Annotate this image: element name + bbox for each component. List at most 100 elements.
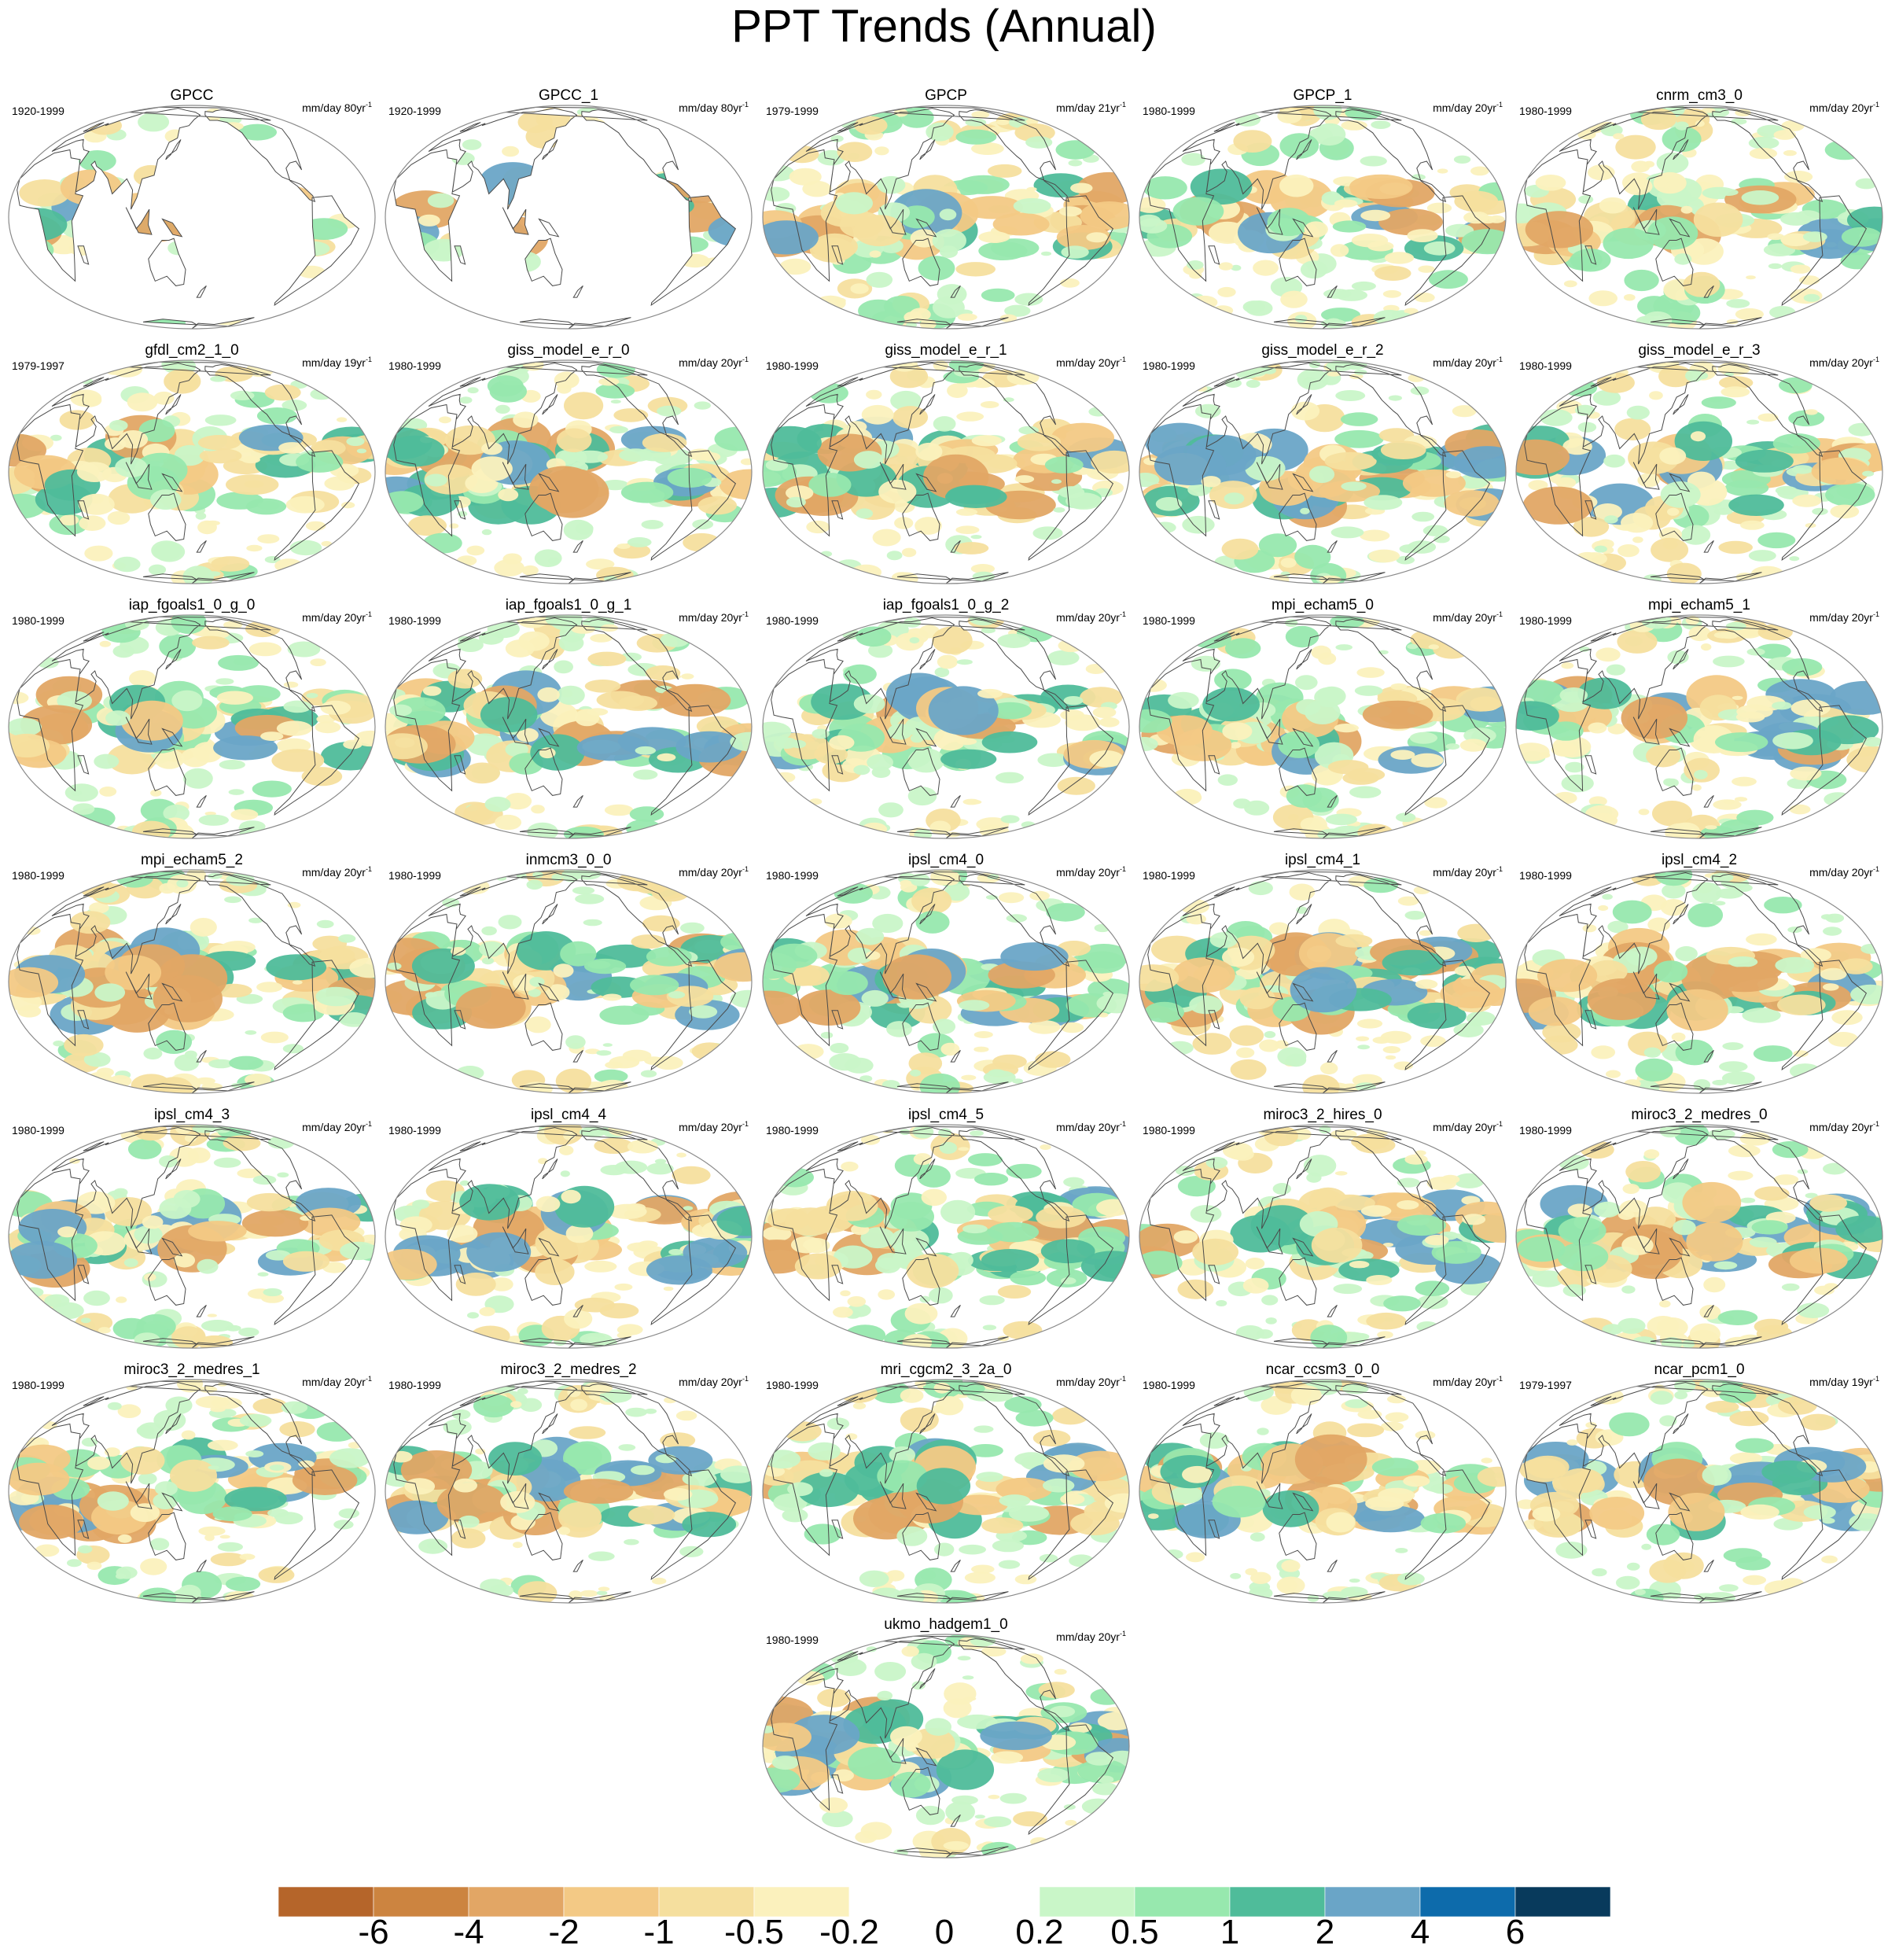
panel-period: 1980-1999 [1143,105,1195,117]
panel-units-exponent: -1 [1119,1630,1126,1638]
map-panel: ipsl_cm4_3 1980-1999 mm/day 20yr-1 [4,1107,380,1350]
panel-units: mm/day 20yr-1 [679,356,749,370]
panel-period: 1980-1999 [12,869,64,882]
trend-map [762,1634,1130,1859]
colorbar-swatch [848,1886,945,1918]
panel-units-exponent: -1 [1119,1375,1126,1383]
trend-map [385,869,753,1094]
panel-units-exponent: -1 [1119,865,1126,873]
panel-period: 1980-1999 [12,1379,64,1391]
panel-units-text: mm/day 20yr [679,611,742,624]
panel-units-exponent: -1 [1119,1120,1126,1128]
colorbar-swatch [1039,1886,1135,1918]
coastline [1524,361,1868,584]
colorbar-swatch [944,1886,1040,1918]
trend-map [385,1379,753,1604]
globe-outline [8,359,376,584]
panel-units: mm/day 20yr-1 [1056,356,1126,370]
panel-units: mm/day 20yr-1 [302,866,372,879]
panel-units: mm/day 20yr-1 [302,611,372,624]
panel-period: 1980-1999 [766,1379,819,1391]
trend-map [1515,105,1883,330]
trend-map [1515,1379,1883,1604]
panel-period: 1980-1999 [766,359,819,372]
map-panel: GPCP 1979-1999 mm/day 21yr-1 [758,87,1134,331]
panel-units-exponent: -1 [742,865,749,873]
coastline [1147,1380,1491,1603]
panel-title: iap_fgoals1_0_g_2 [882,597,1010,613]
trend-map [385,359,753,584]
panel-grid: GPCC 1920-1999 mm/day 80yr-1 GPCC_1 1920-199… [4,87,1887,1859]
map-panel: miroc3_2_medres_1 1980-1999 mm/day 20yr-1 [4,1361,380,1605]
map-panel: ipsl_cm4_2 1980-1999 mm/day 20yr-1 [1511,852,1887,1096]
panel-units-text: mm/day 20yr [1056,356,1120,369]
panel-period: 1980-1999 [1143,359,1195,372]
panel-units-exponent: -1 [1496,356,1503,363]
map-panel: ipsl_cm4_1 1980-1999 mm/day 20yr-1 [1135,852,1511,1096]
panel-title: iap_fgoals1_0_g_0 [128,597,256,613]
panel-units: mm/day 20yr-1 [1809,356,1879,370]
panel-title: mpi_echam5_0 [1272,597,1374,613]
panel-units-exponent: -1 [1119,610,1126,618]
panel-units-text: mm/day 20yr [1056,866,1120,879]
panel-period: 1980-1999 [766,1634,819,1646]
panel-units-exponent: -1 [742,101,749,109]
coastline [17,106,360,329]
panel-units-text: mm/day 21yr [1056,101,1120,114]
globe-outline [1139,359,1507,584]
coastline [771,871,1114,1093]
globe-outline [762,1379,1130,1604]
globe-outline [385,869,753,1094]
coastline [771,106,1114,329]
panel-title: miroc3_2_medres_2 [500,1361,637,1378]
panel-title: GPCC_1 [538,87,599,104]
panel-units-text: mm/day 20yr [679,1376,742,1388]
panel-units: mm/day 20yr-1 [679,611,749,624]
panel-title: cnrm_cm3_0 [1656,87,1743,104]
panel-title: miroc3_2_medres_0 [1631,1107,1768,1123]
trend-map [762,614,1130,839]
panel-units-exponent: -1 [1872,1120,1879,1128]
map-panel: miroc3_2_hires_0 1980-1999 mm/day 20yr-1 [1135,1107,1511,1350]
map-panel: giss_model_e_r_0 1980-1999 mm/day 20yr-1 [381,342,756,586]
coastline [771,361,1114,584]
panel-title: miroc3_2_medres_1 [123,1361,260,1378]
coastline [1524,1380,1868,1603]
globe-outline [1139,614,1507,839]
panel-units-text: mm/day 20yr [1056,1121,1120,1133]
panel-units: mm/day 20yr-1 [1433,1121,1503,1134]
panel-units-exponent: -1 [365,1375,372,1383]
globe-outline [762,614,1130,839]
map-panel: iap_fgoals1_0_g_0 1980-1999 mm/day 20yr-1 [4,597,380,841]
map-panel: iap_fgoals1_0_g_2 1980-1999 mm/day 20yr-1 [758,597,1134,841]
globe-outline [762,105,1130,330]
panel-period: 1980-1999 [766,614,819,627]
panel-units-text: mm/day 20yr [1433,1121,1496,1133]
panel-units-text: mm/day 20yr [1433,356,1496,369]
panel-title: ipsl_cm4_4 [530,1107,607,1123]
panel-title: ukmo_hadgem1_0 [884,1616,1008,1633]
panel-title: mri_cgcm2_3_2a_0 [880,1361,1012,1378]
panel-units-exponent: -1 [365,865,372,873]
panel-units: mm/day 20yr-1 [1056,1630,1126,1644]
map-panel: iap_fgoals1_0_g_1 1980-1999 mm/day 20yr-1 [381,597,756,841]
panel-title: mpi_echam5_1 [1648,597,1750,613]
map-panel: giss_model_e_r_2 1980-1999 mm/day 20yr-1 [1135,342,1511,586]
panel-period: 1979-1997 [1519,1379,1572,1391]
panel-units-text: mm/day 19yr [302,356,366,369]
globe-outline [385,359,753,584]
coastline [1524,1126,1868,1348]
coastline [17,871,360,1093]
panel-units-exponent: -1 [1496,1375,1503,1383]
panel-units-exponent: -1 [1872,356,1879,363]
panel-units: mm/day 20yr-1 [1433,611,1503,624]
panel-units-text: mm/day 20yr [302,611,366,624]
map-panel: GPCC_1 1920-1999 mm/day 80yr-1 [381,87,756,331]
panel-units-text: mm/day 80yr [679,101,742,114]
panel-units: mm/day 20yr-1 [1056,611,1126,624]
panel-period: 1980-1999 [766,1124,819,1137]
panel-title: gfdl_cm2_1_0 [145,342,239,359]
trend-map [385,1124,753,1349]
colorbar-swatch [373,1886,469,1918]
panel-units-text: mm/day 20yr [1056,1376,1120,1388]
